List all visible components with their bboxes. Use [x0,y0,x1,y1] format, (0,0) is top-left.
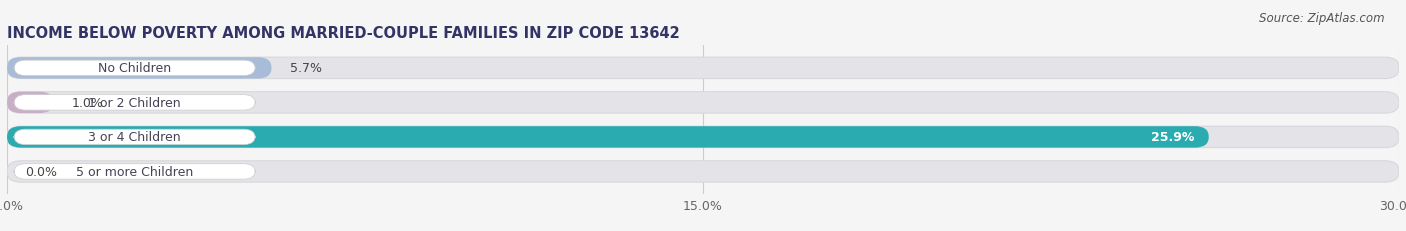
Text: No Children: No Children [98,62,172,75]
FancyBboxPatch shape [14,61,256,76]
FancyBboxPatch shape [14,95,256,111]
Text: INCOME BELOW POVERTY AMONG MARRIED-COUPLE FAMILIES IN ZIP CODE 13642: INCOME BELOW POVERTY AMONG MARRIED-COUPL… [7,26,679,41]
FancyBboxPatch shape [7,58,1399,79]
FancyBboxPatch shape [7,92,1399,114]
FancyBboxPatch shape [7,58,271,79]
FancyBboxPatch shape [14,164,256,179]
Text: 3 or 4 Children: 3 or 4 Children [89,131,181,144]
FancyBboxPatch shape [14,130,256,145]
Text: 25.9%: 25.9% [1152,131,1195,144]
Text: 5.7%: 5.7% [290,62,322,75]
Text: 1.0%: 1.0% [72,97,104,109]
FancyBboxPatch shape [7,161,1399,182]
FancyBboxPatch shape [7,127,1209,148]
Text: 0.0%: 0.0% [25,165,58,178]
Text: Source: ZipAtlas.com: Source: ZipAtlas.com [1260,12,1385,24]
Text: 5 or more Children: 5 or more Children [76,165,193,178]
Text: 1 or 2 Children: 1 or 2 Children [89,97,181,109]
FancyBboxPatch shape [7,127,1399,148]
FancyBboxPatch shape [7,92,53,114]
